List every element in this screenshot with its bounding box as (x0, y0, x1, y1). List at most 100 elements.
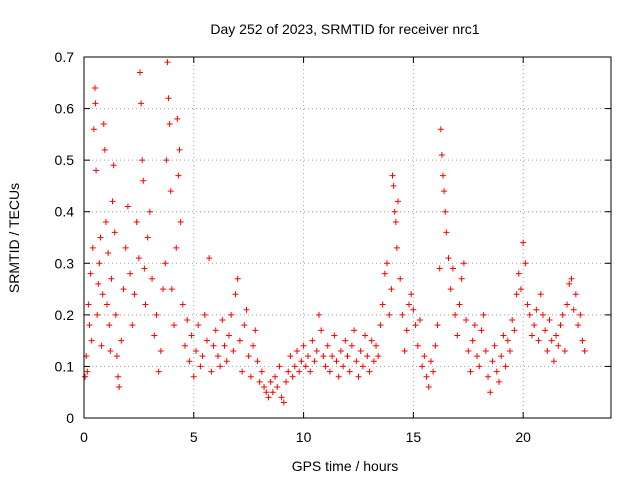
data-point (318, 327, 325, 334)
data-point (496, 378, 503, 385)
data-point (82, 373, 89, 380)
data-point (94, 311, 101, 318)
data-point (182, 342, 189, 349)
data-point (199, 353, 206, 360)
data-point (171, 322, 178, 329)
data-point (553, 332, 560, 339)
data-point (577, 311, 584, 318)
data-point (151, 332, 158, 339)
data-point (192, 347, 199, 354)
data-point (421, 353, 428, 360)
data-point (522, 260, 529, 267)
data-point (197, 363, 204, 370)
data-point (86, 322, 93, 329)
data-point (206, 255, 213, 262)
data-point (399, 311, 406, 318)
data-point (291, 363, 298, 370)
data-point (531, 322, 538, 329)
data-point (168, 286, 175, 293)
data-point (504, 337, 511, 344)
data-point (184, 317, 191, 324)
data-point (344, 353, 351, 360)
data-point (324, 342, 331, 349)
data-point (179, 301, 186, 308)
data-point (307, 368, 314, 375)
data-point (144, 234, 151, 241)
data-point (190, 373, 197, 380)
data-point (517, 286, 524, 293)
data-point (487, 389, 494, 396)
data-point (482, 347, 489, 354)
x-tick-label: 15 (406, 429, 422, 445)
data-point (539, 311, 546, 318)
data-point (106, 322, 113, 329)
data-point (208, 368, 215, 375)
data-point (427, 358, 434, 365)
data-point (221, 342, 228, 349)
data-point (434, 322, 441, 329)
chart-title: Day 252 of 2023, SRMTID for receiver nrc… (210, 21, 479, 37)
data-point (564, 301, 571, 308)
data-point (135, 255, 142, 262)
data-point (544, 347, 551, 354)
x-tick-label: 0 (80, 429, 88, 445)
data-point (471, 322, 478, 329)
data-point (167, 188, 174, 195)
y-tick-label: 0.1 (55, 358, 75, 374)
data-point (92, 100, 99, 107)
data-point (445, 255, 452, 262)
data-point (452, 311, 459, 318)
data-point (283, 378, 290, 385)
data-point (403, 327, 410, 334)
data-point (513, 291, 520, 298)
data-point (285, 368, 292, 375)
data-point (105, 249, 112, 256)
data-point (493, 368, 500, 375)
data-point (377, 322, 384, 329)
data-point (414, 342, 421, 349)
data-point (250, 342, 257, 349)
data-point (136, 69, 143, 76)
data-point (112, 311, 119, 318)
data-point (280, 399, 287, 406)
data-point (342, 337, 349, 344)
data-point (98, 342, 105, 349)
data-point (333, 358, 340, 365)
data-point (263, 389, 270, 396)
data-point (326, 368, 333, 375)
y-tick-label: 0.3 (55, 255, 75, 271)
x-tick-label: 10 (296, 429, 312, 445)
data-point (474, 353, 481, 360)
data-point (96, 260, 103, 267)
data-point (412, 322, 419, 329)
data-point (368, 337, 375, 344)
data-point (276, 363, 283, 370)
data-point (157, 347, 164, 354)
data-point (449, 265, 456, 272)
data-point (447, 286, 454, 293)
data-point (176, 146, 183, 153)
data-point (110, 162, 117, 169)
data-point (115, 373, 122, 380)
data-point (395, 198, 402, 205)
data-point (104, 301, 111, 308)
data-point (348, 342, 355, 349)
data-point (298, 358, 305, 365)
data-point (329, 353, 336, 360)
data-point (515, 270, 522, 277)
data-point (438, 151, 445, 158)
data-point (557, 322, 564, 329)
data-point (524, 301, 531, 308)
data-point (437, 126, 444, 133)
data-point (133, 219, 140, 226)
data-point (485, 373, 492, 380)
data-point (381, 270, 388, 277)
y-tick-label: 0.2 (55, 307, 75, 323)
data-point (234, 275, 241, 282)
data-point (97, 234, 104, 241)
data-point (491, 342, 498, 349)
data-point (566, 280, 573, 287)
data-point (302, 363, 309, 370)
data-point (502, 363, 509, 370)
data-point (99, 291, 106, 298)
